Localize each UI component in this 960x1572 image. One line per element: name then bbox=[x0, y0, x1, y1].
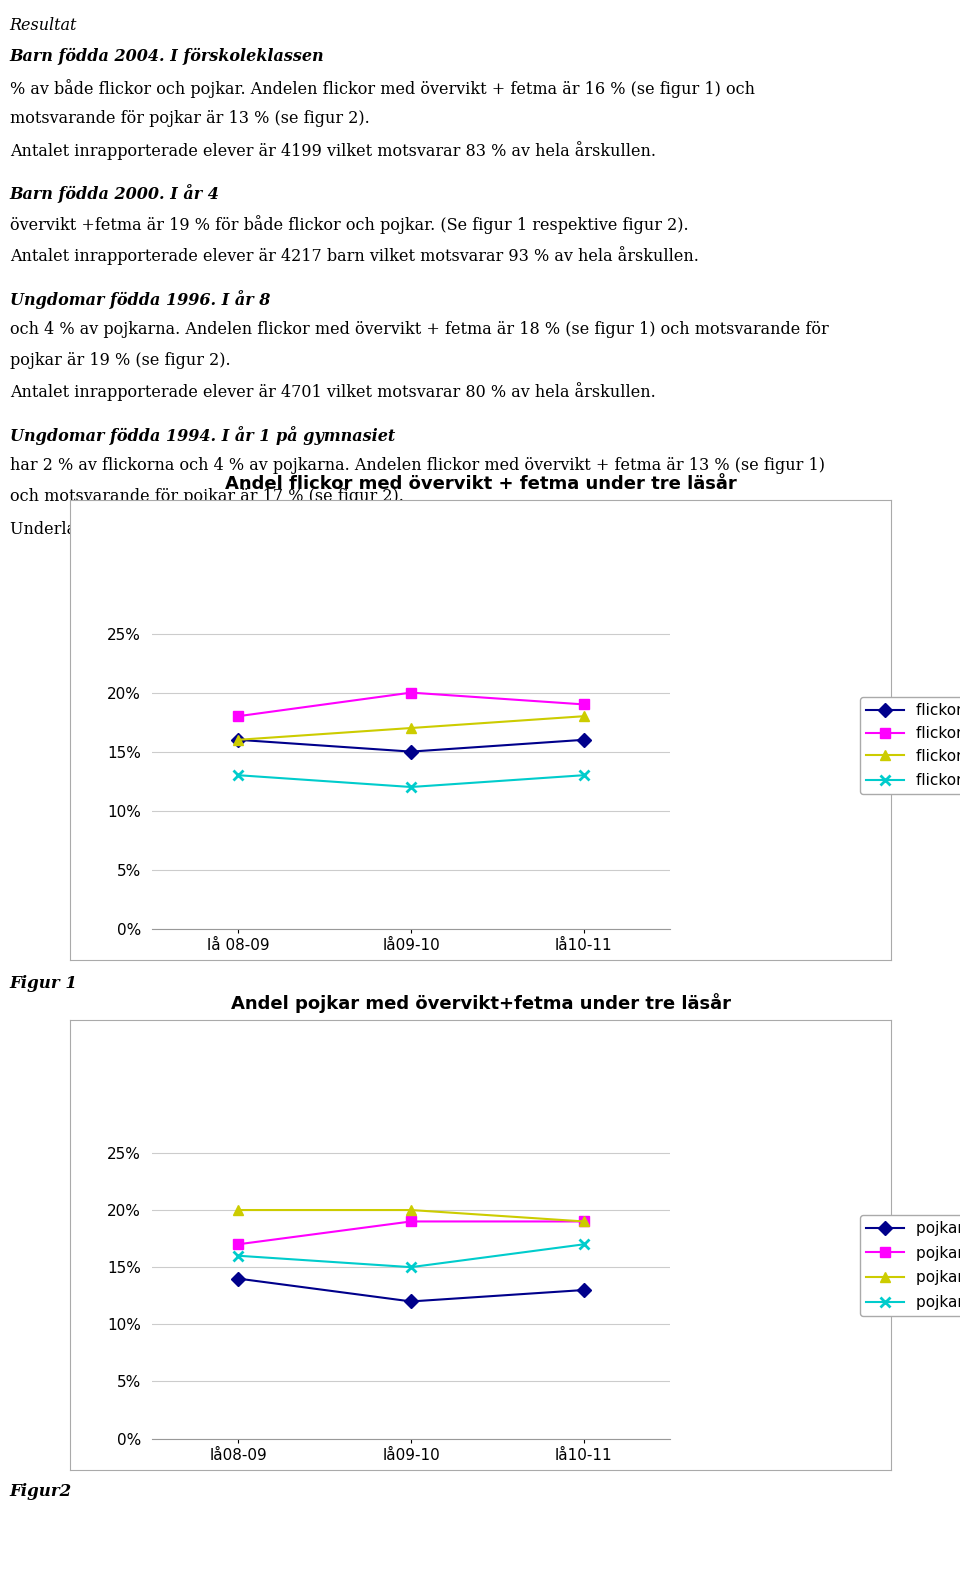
flickor år 1 gy bbox=[405, 778, 417, 797]
Legend: flickor fk, flickor år 4, flickor år 8, flickor år 1 gy: flickor fk, flickor år 4, flickor år 8, … bbox=[859, 698, 960, 794]
Text: och motsvarande för pojkar är 17 % (se figur 2).: och motsvarande för pojkar är 17 % (se f… bbox=[10, 487, 403, 505]
Line: flickor år 1 gy: flickor år 1 gy bbox=[233, 770, 588, 792]
Text: och 4 % av pojkarna. Andelen flickor med övervikt + fetma är 18 % (se figur 1) o: och 4 % av pojkarna. Andelen flickor med… bbox=[10, 321, 828, 338]
pojkar fk bbox=[578, 1281, 589, 1300]
Text: pojkar är 19 % (se figur 2).: pojkar är 19 % (se figur 2). bbox=[10, 352, 230, 368]
flickor år 1 gy bbox=[578, 766, 589, 784]
Line: pojkar år 8: pojkar år 8 bbox=[233, 1206, 588, 1226]
pojkar år 1 gy bbox=[578, 1236, 589, 1254]
Line: pojkar fk: pojkar fk bbox=[233, 1273, 588, 1306]
Line: flickor fk: flickor fk bbox=[233, 736, 588, 756]
Text: Figur 1: Figur 1 bbox=[10, 975, 78, 992]
Line: pojkar år 4: pojkar år 4 bbox=[233, 1217, 588, 1250]
flickor år 4 bbox=[405, 684, 417, 703]
pojkar år 4 bbox=[232, 1236, 244, 1254]
pojkar år 4 bbox=[405, 1212, 417, 1231]
Text: Figur2: Figur2 bbox=[10, 1482, 72, 1500]
Text: Resultat: Resultat bbox=[10, 17, 77, 35]
flickor år 4 bbox=[232, 707, 244, 726]
Line: flickor år 4: flickor år 4 bbox=[233, 689, 588, 722]
Legend: pojkar fk, pojkar år 4, pojkar år 8, pojkar år 1 gy: pojkar fk, pojkar år 4, pojkar år 8, poj… bbox=[859, 1215, 960, 1316]
pojkar år 8 bbox=[405, 1201, 417, 1220]
Text: har 2 % av flickorna och 4 % av pojkarna. Andelen flickor med övervikt + fetma ä: har 2 % av flickorna och 4 % av pojkarna… bbox=[10, 457, 825, 473]
pojkar år 1 gy bbox=[232, 1247, 244, 1265]
pojkar år 1 gy bbox=[405, 1258, 417, 1276]
Text: Antalet inrapporterade elever är 4217 barn vilket motsvarar 93 % av hela årskull: Antalet inrapporterade elever är 4217 ba… bbox=[10, 247, 699, 266]
flickor fk bbox=[578, 731, 589, 750]
Title: Andel flickor med övervikt + fetma under tre läsår: Andel flickor med övervikt + fetma under… bbox=[225, 475, 736, 494]
Text: övervikt +fetma är 19 % för både flickor och pojkar. (Se figur 1 respektive figu: övervikt +fetma är 19 % för både flickor… bbox=[10, 215, 688, 234]
Text: motsvarande för pojkar är 13 % (se figur 2).: motsvarande för pojkar är 13 % (se figur… bbox=[10, 110, 370, 127]
Text: Barn födda 2000. I år 4: Barn födda 2000. I år 4 bbox=[10, 184, 220, 203]
Line: flickor år 8: flickor år 8 bbox=[233, 712, 588, 745]
flickor år 8 bbox=[405, 718, 417, 737]
Text: Ungdomar födda 1994. I år 1 på gymnasiet: Ungdomar födda 1994. I år 1 på gymnasiet bbox=[10, 426, 395, 445]
Text: Antalet inrapporterade elever är 4199 vilket motsvarar 83 % av hela årskullen.: Antalet inrapporterade elever är 4199 vi… bbox=[10, 141, 656, 160]
pojkar år 8 bbox=[232, 1201, 244, 1220]
flickor fk bbox=[232, 731, 244, 750]
Text: % av både flickor och pojkar. Andelen flickor med övervikt + fetma är 16 % (se f: % av både flickor och pojkar. Andelen fl… bbox=[10, 79, 755, 97]
pojkar år 4 bbox=[578, 1212, 589, 1231]
flickor år 4 bbox=[578, 695, 589, 714]
flickor år 8 bbox=[232, 731, 244, 750]
flickor år 1 gy bbox=[232, 766, 244, 784]
Line: pojkar år 1 gy: pojkar år 1 gy bbox=[233, 1239, 588, 1272]
Text: Ungdomar födda 1996. I år 8: Ungdomar födda 1996. I år 8 bbox=[10, 289, 270, 308]
Text: Underlaget är 4337 inrapporterade elever vilket motsvarar 51 % av alla elever i : Underlaget är 4337 inrapporterade elever… bbox=[10, 519, 795, 538]
pojkar fk bbox=[405, 1292, 417, 1311]
flickor år 8 bbox=[578, 707, 589, 726]
Text: Barn födda 2004. I förskoleklassen: Barn födda 2004. I förskoleklassen bbox=[10, 49, 324, 66]
Text: Antalet inrapporterade elever är 4701 vilket motsvarar 80 % av hela årskullen.: Antalet inrapporterade elever är 4701 vi… bbox=[10, 382, 656, 401]
Title: Andel pojkar med övervikt+fetma under tre läsår: Andel pojkar med övervikt+fetma under tr… bbox=[230, 994, 731, 1012]
pojkar fk bbox=[232, 1269, 244, 1287]
flickor fk bbox=[405, 742, 417, 761]
pojkar år 8 bbox=[578, 1212, 589, 1231]
